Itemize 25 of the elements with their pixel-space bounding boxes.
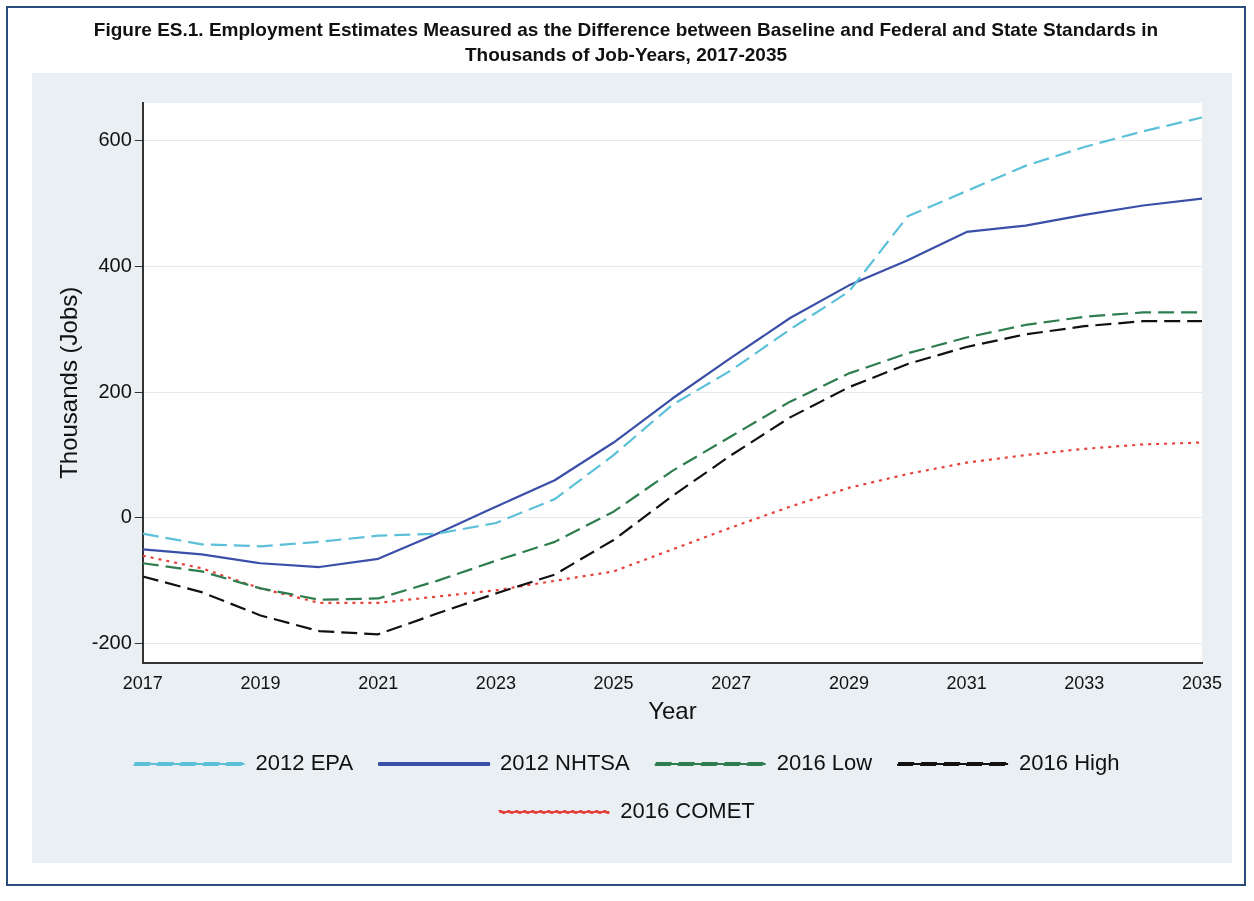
y-tick-label: 400 <box>98 254 132 277</box>
x-tick-label: 2019 <box>240 673 281 694</box>
x-tick-label: 2017 <box>122 673 163 694</box>
x-tick-label: 2023 <box>475 673 516 694</box>
legend-label: 2016 Low <box>776 750 873 776</box>
legend-label: 2016 High <box>1019 750 1120 776</box>
y-tick-label: -200 <box>91 631 132 654</box>
x-tick-label: 2021 <box>358 673 399 694</box>
y-axis-title: Thousands (Jobs) <box>55 287 83 480</box>
legend-label: 2016 COMET <box>620 798 755 824</box>
line-series <box>142 441 1202 605</box>
y-tick-label: 0 <box>120 505 132 528</box>
x-tick-label: 2029 <box>828 673 869 694</box>
x-tick-label: 2025 <box>593 673 634 694</box>
y-tick-label: 200 <box>98 380 132 403</box>
x-tick-label: 2031 <box>946 673 987 694</box>
x-tick-label: 2033 <box>1064 673 1105 694</box>
x-tick-label: 2035 <box>1181 673 1223 694</box>
x-axis-title: Year <box>648 697 697 725</box>
chart-title: Figure ES.1. Employment Estimates Measured as the Difference between Baseline and Federal and State Standards in Thousands of Job-Years, 2017-2035 <box>92 18 1160 67</box>
legend-label: 2012 EPA <box>255 750 354 776</box>
line-series <box>142 116 1202 548</box>
legend-label: 2012 NHTSA <box>500 750 630 776</box>
x-tick-label: 2027 <box>711 673 752 694</box>
y-tick-label: 600 <box>98 128 132 151</box>
